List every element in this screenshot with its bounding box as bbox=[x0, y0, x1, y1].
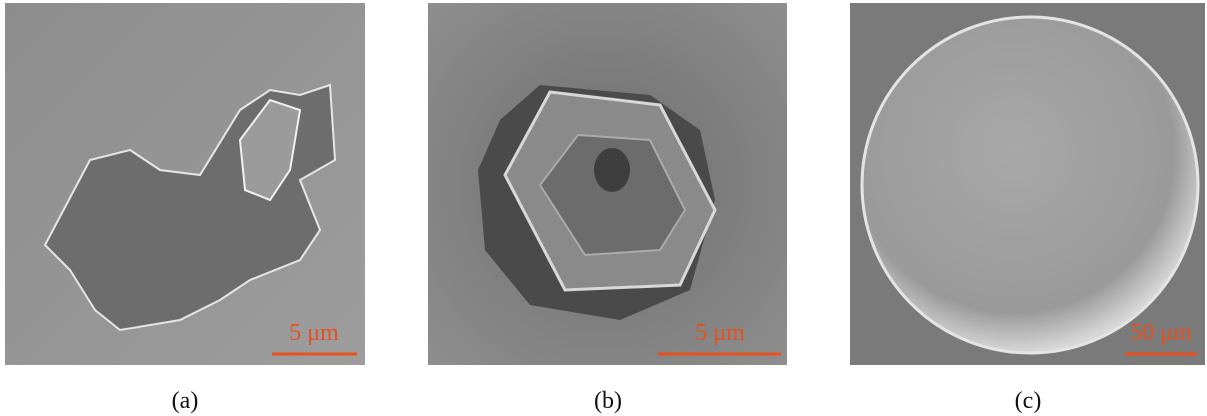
panel-b: 5 μm (b) bbox=[428, 3, 787, 414]
scale-label: 5 μm bbox=[289, 320, 339, 346]
sphere bbox=[862, 17, 1198, 353]
caption: (a) bbox=[172, 388, 199, 414]
scale-label: 50 μm bbox=[1130, 320, 1192, 346]
hole bbox=[594, 148, 630, 192]
caption: (c) bbox=[1015, 388, 1042, 414]
caption: (b) bbox=[594, 388, 622, 414]
panel-a: 5 μm (a) bbox=[5, 3, 365, 414]
panel-c: 50 μm (c) bbox=[850, 3, 1205, 414]
figure: 5 μm (a) 5 μm (b) 50 μm (c) bbox=[0, 0, 1207, 416]
scale-label: 5 μm bbox=[695, 320, 745, 346]
